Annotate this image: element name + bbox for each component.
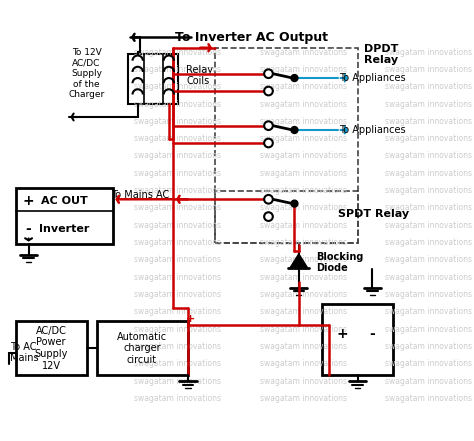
Text: swagatam innovations: swagatam innovations: [385, 203, 473, 213]
Text: Blocking
Diode: Blocking Diode: [316, 252, 364, 273]
Text: To AC
Mains: To AC Mains: [10, 342, 39, 363]
FancyBboxPatch shape: [16, 321, 87, 375]
Circle shape: [264, 87, 273, 95]
Text: swagatam innovations: swagatam innovations: [385, 290, 473, 299]
Text: swagatam innovations: swagatam innovations: [385, 169, 473, 178]
Text: swagatam innovations: swagatam innovations: [260, 65, 347, 74]
Text: swagatam innovations: swagatam innovations: [260, 203, 347, 213]
Text: swagatam innovations: swagatam innovations: [260, 325, 347, 334]
Text: swagatam innovations: swagatam innovations: [385, 65, 473, 74]
Text: -: -: [370, 326, 375, 340]
Text: swagatam innovations: swagatam innovations: [134, 203, 221, 213]
Text: swagatam innovations: swagatam innovations: [385, 221, 473, 230]
Text: swagatam innovations: swagatam innovations: [134, 100, 221, 108]
Polygon shape: [290, 254, 308, 268]
Text: swagatam innovations: swagatam innovations: [134, 273, 221, 282]
Circle shape: [291, 75, 298, 82]
Circle shape: [264, 195, 273, 204]
Text: Inverter: Inverter: [39, 224, 89, 234]
Text: swagatam innovations: swagatam innovations: [134, 151, 221, 161]
FancyBboxPatch shape: [97, 321, 188, 375]
Text: swagatam innovations: swagatam innovations: [134, 134, 221, 143]
Text: swagatam innovations: swagatam innovations: [385, 359, 473, 368]
Text: swagatam innovations: swagatam innovations: [260, 48, 347, 56]
Text: swagatam innovations: swagatam innovations: [260, 377, 347, 386]
Text: SPDT Relay: SPDT Relay: [338, 209, 409, 219]
Text: +: +: [186, 314, 195, 324]
Text: AC/DC
Power
Supply
12V: AC/DC Power Supply 12V: [35, 326, 68, 370]
Text: swagatam innovations: swagatam innovations: [260, 151, 347, 161]
Text: AC OUT: AC OUT: [41, 196, 88, 206]
FancyBboxPatch shape: [322, 304, 393, 375]
Text: swagatam innovations: swagatam innovations: [134, 290, 221, 299]
Text: To Appliances: To Appliances: [339, 73, 405, 83]
Text: swagatam innovations: swagatam innovations: [260, 394, 347, 403]
Text: swagatam innovations: swagatam innovations: [385, 134, 473, 143]
Text: To Inverter AC Output: To Inverter AC Output: [174, 31, 328, 44]
Circle shape: [291, 127, 298, 134]
Text: swagatam innovations: swagatam innovations: [260, 186, 347, 195]
Text: swagatam innovations: swagatam innovations: [385, 186, 473, 195]
Text: swagatam innovations: swagatam innovations: [260, 117, 347, 126]
Text: To Mains AC: To Mains AC: [110, 190, 169, 200]
Text: swagatam innovations: swagatam innovations: [385, 342, 473, 351]
Text: swagatam innovations: swagatam innovations: [260, 221, 347, 230]
Text: swagatam innovations: swagatam innovations: [134, 359, 221, 368]
Text: swagatam innovations: swagatam innovations: [134, 377, 221, 386]
Circle shape: [264, 69, 273, 78]
Text: swagatam innovations: swagatam innovations: [260, 238, 347, 247]
Text: To Appliances: To Appliances: [339, 125, 405, 135]
Text: swagatam innovations: swagatam innovations: [134, 342, 221, 351]
Text: swagatam innovations: swagatam innovations: [260, 290, 347, 299]
Text: -: -: [26, 222, 31, 236]
Text: Relay
Coils: Relay Coils: [186, 65, 213, 86]
Text: swagatam innovations: swagatam innovations: [260, 169, 347, 178]
Text: swagatam innovations: swagatam innovations: [385, 394, 473, 403]
Text: swagatam innovations: swagatam innovations: [260, 134, 347, 143]
FancyBboxPatch shape: [128, 54, 178, 104]
Text: swagatam innovations: swagatam innovations: [385, 151, 473, 161]
Text: swagatam innovations: swagatam innovations: [134, 169, 221, 178]
Text: DPDT
Relay: DPDT Relay: [364, 44, 398, 65]
Circle shape: [264, 212, 273, 221]
Text: Automatic
charger
circuit: Automatic charger circuit: [117, 332, 167, 365]
Text: swagatam innovations: swagatam innovations: [134, 255, 221, 265]
Text: swagatam innovations: swagatam innovations: [385, 325, 473, 334]
Text: swagatam innovations: swagatam innovations: [385, 48, 473, 56]
Text: swagatam innovations: swagatam innovations: [260, 255, 347, 265]
Text: swagatam innovations: swagatam innovations: [260, 82, 347, 91]
Text: swagatam innovations: swagatam innovations: [385, 273, 473, 282]
Text: +: +: [23, 194, 35, 208]
Text: swagatam innovations: swagatam innovations: [385, 255, 473, 265]
FancyBboxPatch shape: [16, 188, 113, 244]
Text: swagatam innovations: swagatam innovations: [134, 82, 221, 91]
Text: swagatam innovations: swagatam innovations: [134, 186, 221, 195]
Text: +: +: [336, 326, 348, 340]
Text: swagatam innovations: swagatam innovations: [260, 359, 347, 368]
Text: swagatam innovations: swagatam innovations: [260, 342, 347, 351]
Text: swagatam innovations: swagatam innovations: [134, 221, 221, 230]
Circle shape: [291, 200, 298, 207]
Text: swagatam innovations: swagatam innovations: [134, 117, 221, 126]
Text: swagatam innovations: swagatam innovations: [134, 307, 221, 316]
Circle shape: [264, 121, 273, 130]
Text: swagatam innovations: swagatam innovations: [385, 238, 473, 247]
Text: swagatam innovations: swagatam innovations: [385, 377, 473, 386]
Text: swagatam innovations: swagatam innovations: [134, 394, 221, 403]
Text: swagatam innovations: swagatam innovations: [260, 273, 347, 282]
Text: swagatam innovations: swagatam innovations: [134, 65, 221, 74]
Text: swagatam innovations: swagatam innovations: [385, 100, 473, 108]
Circle shape: [264, 138, 273, 147]
Text: swagatam innovations: swagatam innovations: [385, 82, 473, 91]
Text: swagatam innovations: swagatam innovations: [260, 307, 347, 316]
Text: swagatam innovations: swagatam innovations: [385, 307, 473, 316]
Text: swagatam innovations: swagatam innovations: [260, 100, 347, 108]
Text: swagatam innovations: swagatam innovations: [134, 238, 221, 247]
Text: swagatam innovations: swagatam innovations: [134, 48, 221, 56]
Text: To 12V
AC/DC
Supply
of the
Charger: To 12V AC/DC Supply of the Charger: [68, 49, 105, 99]
Text: swagatam innovations: swagatam innovations: [385, 117, 473, 126]
Text: swagatam innovations: swagatam innovations: [134, 325, 221, 334]
